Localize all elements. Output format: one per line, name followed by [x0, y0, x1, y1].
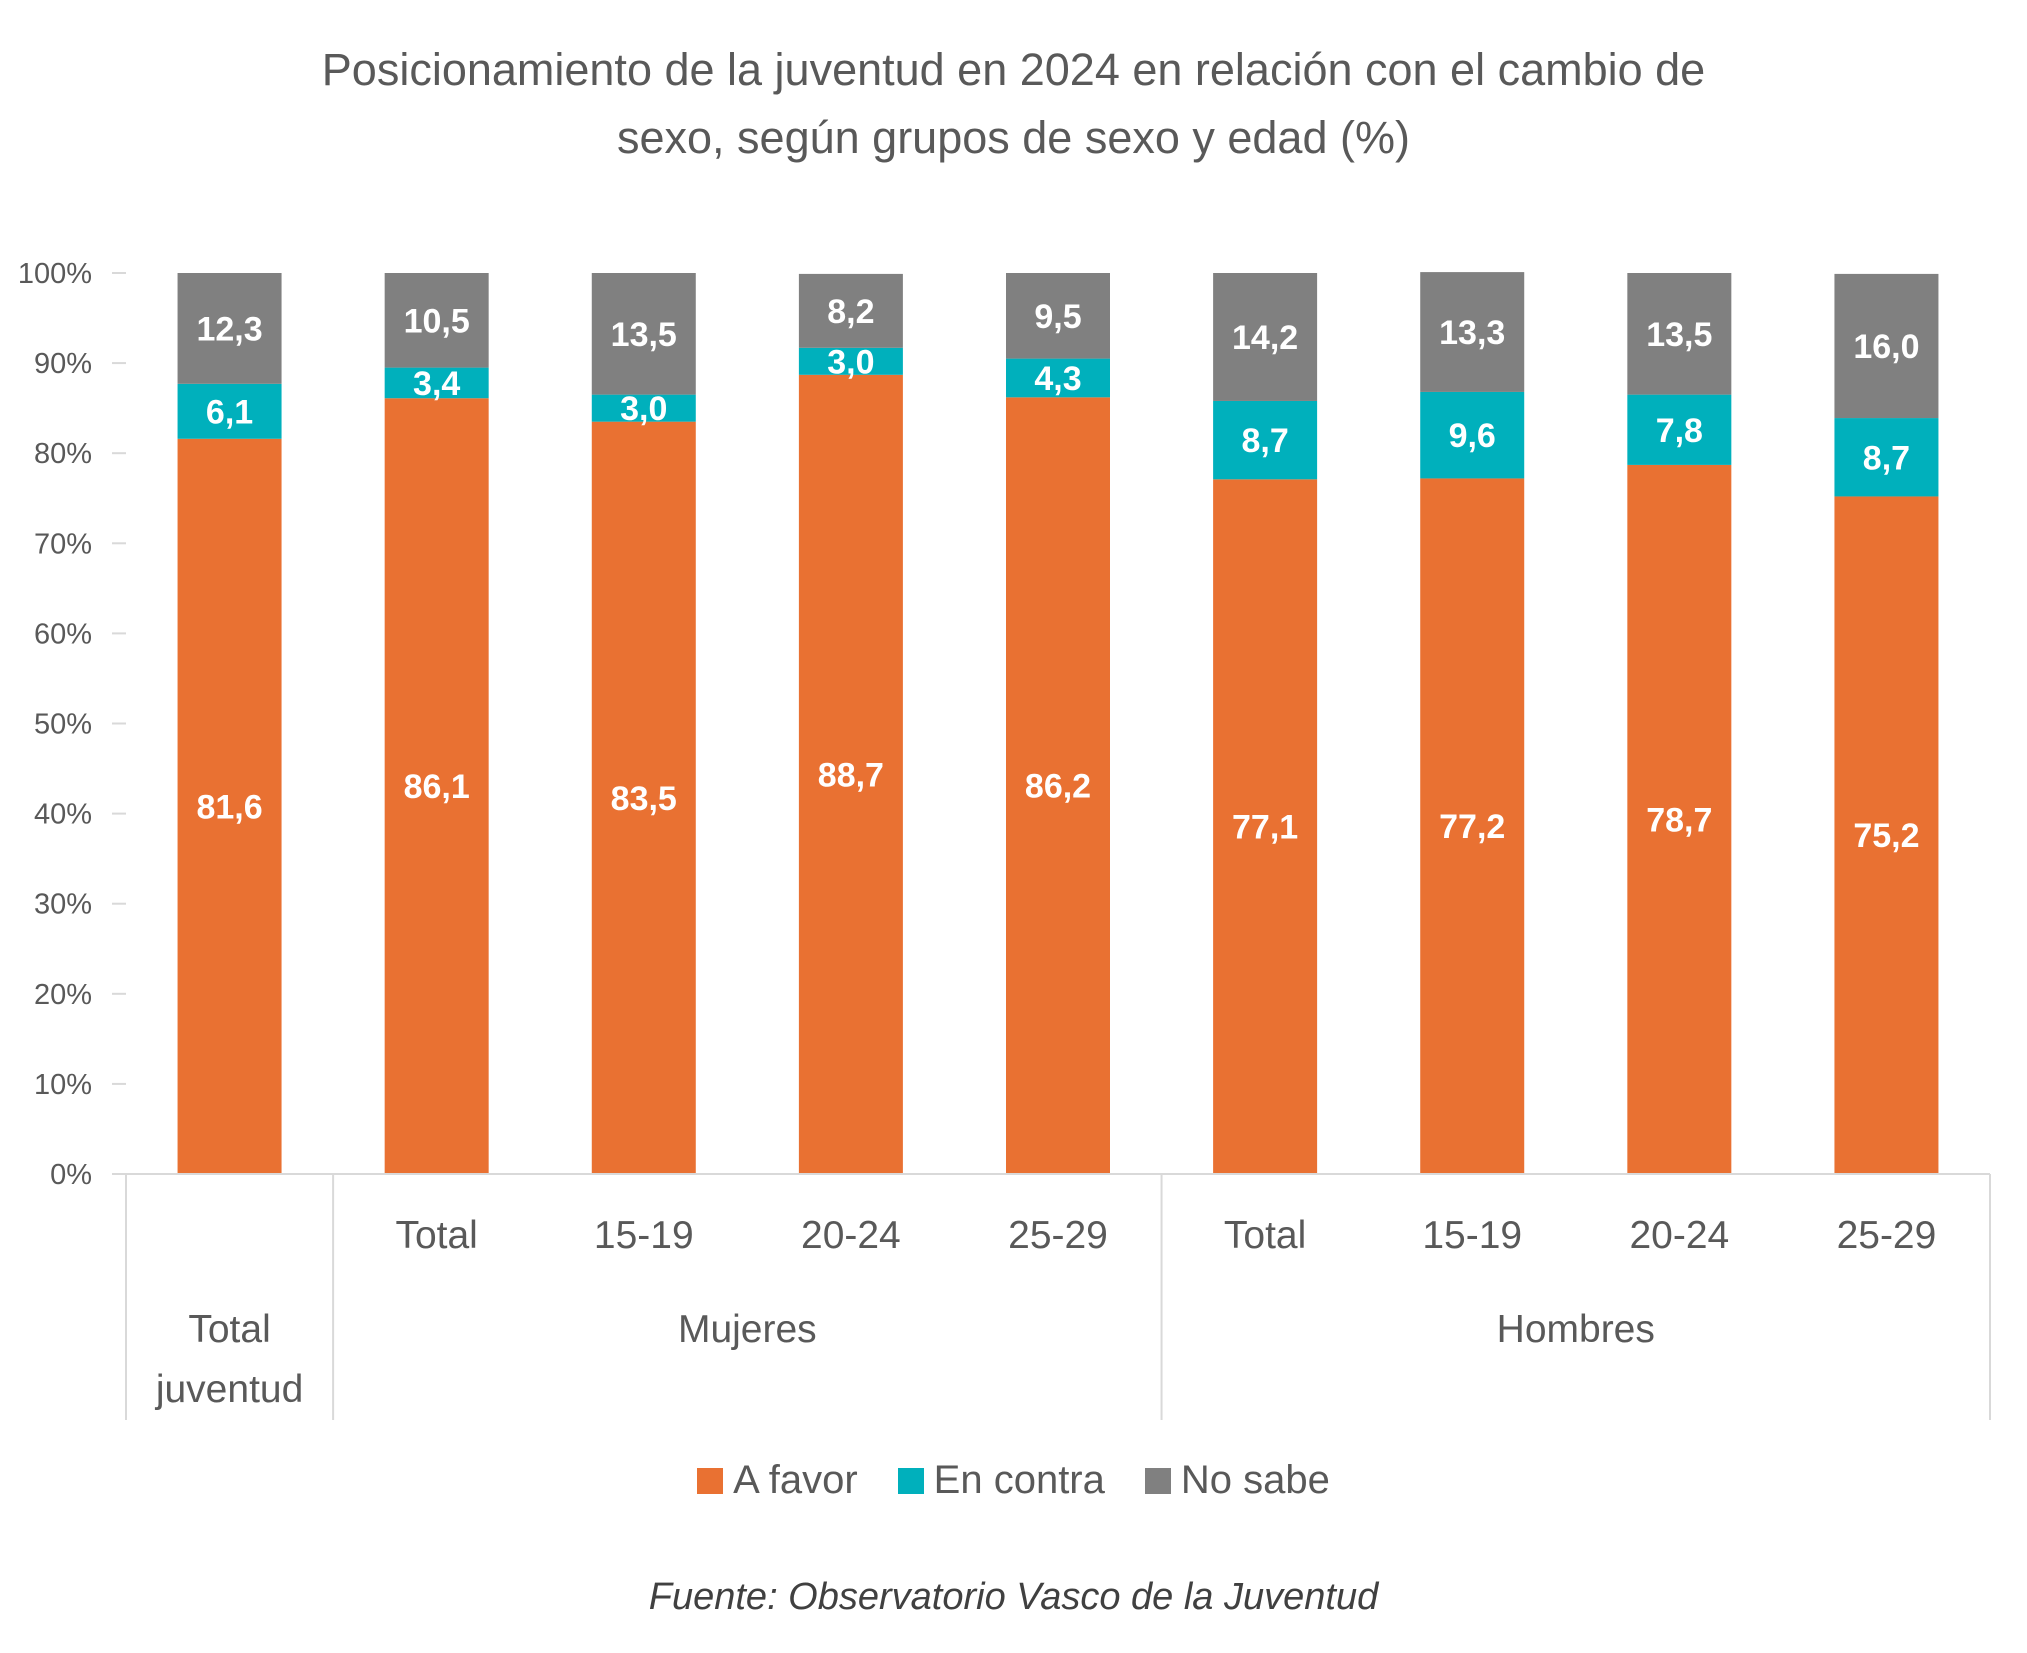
- data-label: 83,5: [611, 780, 677, 818]
- y-tick-label: 60%: [34, 618, 92, 650]
- x-tick-label: 20-24: [801, 1214, 901, 1257]
- x-tick-label: Total: [395, 1214, 477, 1257]
- data-label: 3,0: [827, 343, 874, 381]
- bar-segment-no-sabe: [177, 273, 282, 384]
- bar-segment-a-favor: [1834, 496, 1939, 1174]
- data-label: 88,7: [818, 756, 884, 794]
- legend-swatch-en-contra: [897, 1467, 924, 1494]
- x-tick-label: 15-19: [594, 1214, 694, 1257]
- y-tick-label: 90%: [34, 348, 92, 380]
- y-tick-label: 70%: [34, 528, 92, 560]
- y-tick-label: 100%: [18, 258, 92, 290]
- y-tick-label: 30%: [34, 889, 92, 921]
- data-label: 3,4: [413, 365, 460, 403]
- bar-segment-en-contra: [1627, 394, 1732, 465]
- bar-segment-no-sabe: [1006, 273, 1110, 359]
- y-tick-label: 10%: [34, 1069, 92, 1101]
- bar-segment-a-favor: [591, 421, 696, 1174]
- data-label: 8,7: [1241, 422, 1288, 460]
- group-label: Mujeres: [678, 1308, 817, 1351]
- legend-item-a-favor: A favor: [697, 1458, 858, 1503]
- data-label: 9,5: [1034, 298, 1081, 336]
- data-label: 3,0: [620, 390, 667, 428]
- bar-segment-en-contra: [1006, 358, 1110, 398]
- legend-swatch-no-sabe: [1144, 1467, 1171, 1494]
- y-tick-label: 80%: [34, 438, 92, 470]
- bar-segment-en-contra: [798, 347, 903, 375]
- bar-segment-a-favor: [1006, 397, 1110, 1174]
- bar-segment-a-favor: [1420, 478, 1525, 1175]
- data-label: 10,5: [404, 302, 470, 340]
- bar-segment-en-contra: [1834, 418, 1939, 497]
- x-tick-label: Total: [1224, 1214, 1306, 1257]
- x-tick-label: 20-24: [1629, 1214, 1729, 1257]
- data-label: 77,2: [1439, 808, 1505, 846]
- y-tick-label: 0%: [50, 1159, 92, 1191]
- bar-segment-a-favor: [798, 374, 903, 1174]
- bar-segment-a-favor: [384, 398, 489, 1174]
- legend-item-no-sabe: No sabe: [1144, 1458, 1330, 1503]
- bar-segment-a-favor: [1213, 479, 1318, 1175]
- x-tick-label: 25-29: [1837, 1214, 1937, 1257]
- bar-segment-a-favor: [177, 438, 282, 1174]
- data-label: 12,3: [196, 310, 262, 348]
- bar-segment-no-sabe: [798, 273, 903, 348]
- data-label: 8,7: [1863, 439, 1910, 477]
- bar-segment-en-contra: [591, 394, 696, 422]
- x-tick-label: 25-29: [1008, 1214, 1108, 1257]
- legend-swatch-a-favor: [697, 1467, 724, 1494]
- data-label: 77,1: [1232, 809, 1298, 847]
- bar-segment-no-sabe: [384, 273, 489, 368]
- group-label: Hombres: [1497, 1308, 1655, 1351]
- data-label: 7,8: [1656, 412, 1703, 450]
- x-tick-label: 15-19: [1422, 1214, 1522, 1257]
- y-tick-label: 40%: [34, 799, 92, 831]
- legend-label-no-sabe: No sabe: [1180, 1458, 1330, 1502]
- legend: A favor En contra No sabe: [0, 1458, 2027, 1503]
- data-label: 13,5: [611, 316, 677, 354]
- data-label: 75,2: [1853, 817, 1919, 855]
- bar-segment-en-contra: [384, 367, 489, 399]
- bar-segment-a-favor: [1627, 464, 1732, 1175]
- legend-item-en-contra: En contra: [897, 1458, 1105, 1503]
- chart-title: Posicionamiento de la juventud en 2024 e…: [0, 36, 2027, 172]
- bar-segment-no-sabe: [1420, 272, 1525, 392]
- data-label: 8,2: [827, 293, 874, 331]
- data-label: 78,7: [1646, 801, 1712, 839]
- chart-title-line-1: Posicionamiento de la juventud en 2024 e…: [321, 44, 1706, 95]
- bar-segment-en-contra: [1213, 400, 1318, 480]
- data-label: 9,6: [1449, 417, 1496, 455]
- data-label: 14,2: [1232, 319, 1298, 357]
- legend-label-a-favor: A favor: [733, 1458, 858, 1502]
- bar-segment-no-sabe: [591, 273, 696, 395]
- y-tick-label: 20%: [34, 979, 92, 1011]
- bar-segment-en-contra: [1420, 391, 1525, 479]
- source-note: Fuente: Observatorio Vasco de la Juventu…: [648, 1576, 1379, 1618]
- group-label: Total: [188, 1308, 270, 1351]
- data-label: 81,6: [196, 788, 262, 826]
- data-label: 4,3: [1034, 360, 1081, 398]
- data-label: 16,0: [1853, 328, 1919, 366]
- bar-segment-no-sabe: [1627, 273, 1732, 395]
- chart-title-line-2: sexo, según grupos de sexo y edad (%): [617, 112, 1410, 163]
- legend-label-en-contra: En contra: [933, 1458, 1105, 1502]
- data-label: 13,3: [1439, 314, 1505, 352]
- y-tick-label: 50%: [34, 709, 92, 741]
- bar-segment-no-sabe: [1834, 273, 1939, 419]
- bar-segment-en-contra: [177, 383, 282, 439]
- data-label: 6,1: [206, 393, 253, 431]
- data-label: 86,2: [1025, 768, 1091, 806]
- data-label: 13,5: [1646, 316, 1712, 354]
- data-label: 86,1: [404, 768, 470, 806]
- bar-segment-no-sabe: [1213, 273, 1318, 401]
- group-label: juventud: [155, 1368, 303, 1411]
